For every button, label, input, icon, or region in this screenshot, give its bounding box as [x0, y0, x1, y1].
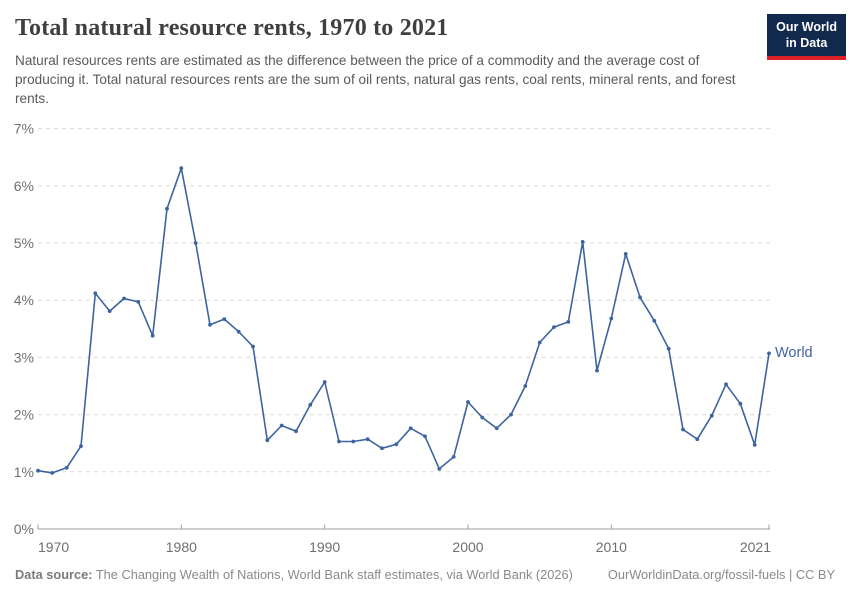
data-point-2015[interactable] [681, 427, 685, 432]
data-point-2003[interactable] [509, 412, 513, 417]
data-point-2016[interactable] [695, 437, 700, 442]
data-point-1983[interactable] [222, 317, 227, 321]
data-point-1996[interactable] [408, 426, 413, 431]
owid-logo[interactable]: Our World in Data [767, 14, 846, 60]
x-axis-label-2021: 2021 [740, 539, 771, 555]
data-point-1994[interactable] [380, 446, 384, 451]
data-source-text: The Changing Wealth of Nations, World Ba… [92, 567, 573, 582]
data-point-2009[interactable] [595, 368, 599, 373]
data-point-1987[interactable] [279, 423, 284, 428]
data-point-1985[interactable] [251, 344, 255, 349]
chart-subtitle: Natural resources rents are estimated as… [15, 53, 736, 107]
data-point-1974[interactable] [93, 291, 98, 296]
data-point-1975[interactable] [107, 309, 112, 313]
data-point-1999[interactable] [451, 455, 456, 459]
data-point-1990[interactable] [322, 380, 327, 384]
data-point-2007[interactable] [566, 320, 571, 324]
data-point-1980[interactable] [179, 166, 184, 170]
owid-url-link[interactable]: OurWorldinData.org/fossil-fuels [607, 567, 786, 582]
data-point-1972[interactable] [64, 465, 69, 470]
data-point-1991[interactable] [337, 439, 341, 444]
owid-logo-line2: in Data [785, 36, 828, 51]
chart-footer: Data source: The Changing Wealth of Nati… [15, 567, 835, 583]
data-point-1981[interactable] [193, 241, 198, 245]
y-axis-label-3pct: 3% [14, 349, 34, 365]
world-series-line[interactable] [37, 167, 770, 474]
data-point-2001[interactable] [480, 415, 485, 420]
data-point-2010[interactable] [609, 316, 614, 321]
chart-svg[interactable]: 0% 1% 2% 3% 4% 5% 6% 7% 1970 1980 1990 2000 2010 2021 [0, 115, 850, 560]
data-point-1998[interactable] [437, 467, 442, 471]
data-point-1970[interactable] [36, 468, 40, 473]
data-point-2006[interactable] [552, 325, 556, 329]
page-title: Total natural resource rents, 1970 to 20… [15, 15, 449, 41]
y-axis-label-4pct: 4% [14, 292, 34, 308]
data-point-1984[interactable] [236, 329, 241, 334]
chart-header: Total natural resource rents, 1970 to 20… [0, 0, 850, 108]
data-point-1976[interactable] [122, 296, 126, 301]
data-point-2019[interactable] [738, 401, 743, 406]
y-axis-label-6pct: 6% [14, 178, 34, 194]
data-point-1989[interactable] [308, 403, 313, 407]
x-axis-label-1990: 1990 [309, 539, 340, 555]
data-point-1997[interactable] [423, 434, 427, 439]
data-point-2005[interactable] [537, 340, 542, 345]
data-point-2020[interactable] [752, 443, 757, 447]
data-point-2000[interactable] [466, 400, 470, 404]
data-point-2008[interactable] [580, 240, 585, 244]
data-point-1988[interactable] [294, 429, 298, 434]
x-axis-label-2000: 2000 [452, 539, 483, 555]
data-point-1971[interactable] [50, 471, 55, 475]
data-point-2002[interactable] [494, 426, 499, 431]
data-point-2021[interactable] [767, 351, 771, 356]
y-axis-label-7pct: 7% [14, 121, 34, 137]
data-point-1978[interactable] [150, 333, 155, 338]
owid-logo-line1: Our World [776, 20, 837, 34]
data-point-1977[interactable] [136, 300, 141, 304]
data-point-2013[interactable] [652, 318, 657, 323]
data-source-label: Data source: [15, 567, 93, 582]
data-source: Data source: The Changing Wealth of Nati… [15, 567, 573, 583]
line-chart-area[interactable]: 0% 1% 2% 3% 4% 5% 6% 7% 1970 1980 1990 2000 2010 2021… [0, 115, 850, 560]
data-point-2017[interactable] [709, 413, 714, 418]
footer-divider: | [785, 567, 796, 582]
x-axis-label-1970: 1970 [38, 539, 69, 555]
data-point-1973[interactable] [79, 444, 83, 448]
data-point-2014[interactable] [666, 346, 671, 351]
data-point-1992[interactable] [351, 439, 356, 444]
y-axis-label-1pct: 1% [14, 464, 34, 480]
y-axis-label-2pct: 2% [14, 407, 34, 423]
data-point-1995[interactable] [394, 442, 399, 447]
data-point-1979[interactable] [165, 206, 169, 211]
data-point-1982[interactable] [208, 322, 212, 327]
footer-links: OurWorldinData.org/fossil-fuels | CC BY [608, 567, 835, 583]
y-axis-label-0pct: 0% [14, 521, 34, 537]
data-point-2018[interactable] [724, 382, 728, 387]
data-point-1993[interactable] [365, 437, 370, 442]
y-axis-label-5pct: 5% [14, 235, 34, 251]
x-axis-label-1980: 1980 [166, 539, 197, 555]
data-point-2011[interactable] [623, 252, 628, 256]
data-point-2012[interactable] [638, 295, 642, 300]
series-label-world[interactable]: World [775, 345, 813, 362]
x-axis-label-2010: 2010 [596, 539, 627, 555]
license-link[interactable]: CC BY [795, 567, 835, 582]
data-point-2004[interactable] [523, 384, 528, 388]
data-point-1986[interactable] [265, 438, 270, 443]
